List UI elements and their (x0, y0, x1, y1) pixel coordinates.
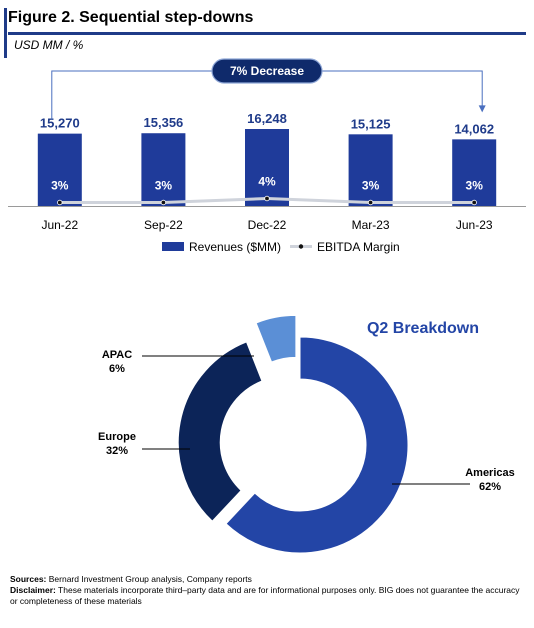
ebitda-margin-point (471, 199, 477, 206)
decrease-arrowhead (478, 105, 486, 113)
ebitda-margin-label: 3% (155, 179, 173, 193)
ebitda-margin-label: 3% (362, 179, 380, 193)
revenue-value-label: 15,356 (144, 115, 184, 130)
revenue-bar (37, 133, 82, 206)
disclaimer-label: Disclaimer: (10, 585, 56, 595)
ebitda-margin-point (264, 195, 270, 202)
legend-swatch-revenues (162, 242, 184, 251)
legend-marker-ebitda (298, 244, 304, 249)
revenue-value-label: 16,248 (247, 111, 287, 126)
ebitda-margin-point (160, 199, 167, 206)
ebitda-margin-point (367, 199, 374, 206)
ebitda-margin-label: 3% (51, 179, 69, 193)
sources-label: Sources: (10, 574, 47, 584)
decrease-callout-label: 7% Decrease (230, 64, 304, 78)
revenue-bar (348, 134, 393, 206)
donut-label-apac: APAC (102, 349, 132, 361)
category-label: Jun-23 (456, 218, 493, 232)
revenue-bar-chart: 3% 3% 4% 3% 3% 15,270 15,356 16,248 15,125 14,062… (8, 58, 526, 254)
ebitda-margin-point (57, 199, 63, 206)
donut-value-americas: 62% (479, 481, 501, 493)
sources-line: Sources: Bernard Investment Group analys… (10, 574, 526, 585)
category-label: Dec-22 (248, 218, 287, 232)
disclaimer-text: These materials incorporate third–party … (10, 585, 520, 606)
decrease-callout (211, 58, 323, 84)
revenue-bar (141, 133, 186, 206)
donut-slice-apac (255, 314, 297, 363)
donut-title: Q2 Breakdown (367, 320, 479, 337)
units-label: USD MM / % (14, 38, 84, 52)
category-label: Mar-23 (352, 218, 390, 232)
donut-slice-americas (225, 336, 409, 554)
donut-label-europe: Europe (98, 431, 136, 443)
q2-breakdown-donut-chart: Q2 Breakdown Americas 62% Europe 32% APAC 6% (98, 314, 515, 554)
revenue-bar (245, 129, 289, 206)
donut-value-apac: 6% (109, 363, 125, 375)
revenue-bar (452, 139, 497, 206)
figure-title: Figure 2. Sequential step-downs (4, 6, 526, 58)
revenue-value-label: 15,125 (351, 116, 391, 131)
donut-slice-europe (177, 341, 263, 522)
footer: Sources: Bernard Investment Group analys… (10, 574, 526, 607)
ebitda-margin-label: 3% (466, 179, 484, 193)
donut-label-americas: Americas (465, 467, 515, 479)
revenue-value-label: 14,062 (454, 121, 494, 136)
revenue-value-label: 15,270 (40, 116, 80, 131)
category-label: Jun-22 (41, 218, 78, 232)
ebitda-margin-label: 4% (258, 175, 276, 189)
disclaimer-line: Disclaimer: These materials incorporate … (10, 585, 526, 607)
legend-label-revenues: Revenues ($MM) (189, 240, 281, 254)
legend-label-ebitda: EBITDA Margin (317, 240, 400, 254)
donut-value-europe: 32% (106, 445, 128, 457)
sources-text: Bernard Investment Group analysis, Compa… (46, 574, 252, 584)
category-label: Sep-22 (144, 218, 183, 232)
